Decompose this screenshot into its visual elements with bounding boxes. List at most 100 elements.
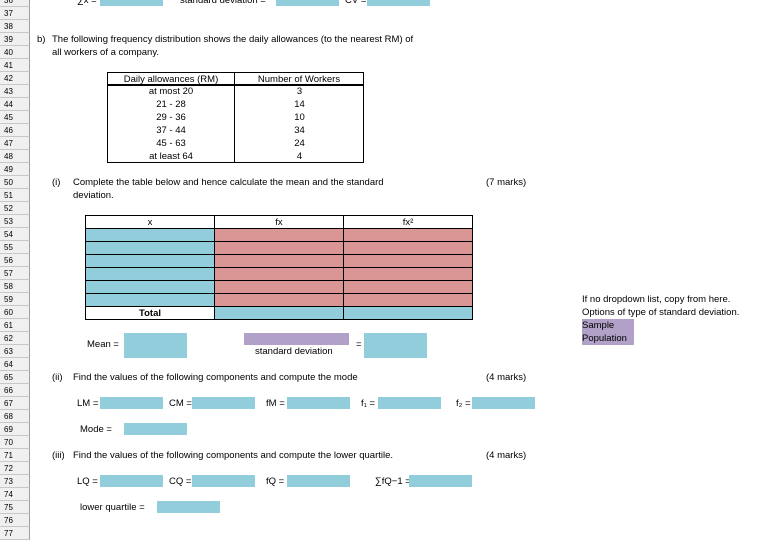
count-cell: 14	[294, 98, 305, 110]
input-cell[interactable]	[343, 253, 473, 268]
text: deviation.	[73, 189, 114, 201]
text: all workers of a company.	[52, 46, 160, 58]
cell[interactable]	[100, 0, 163, 6]
note: Options of type of standard deviation.	[582, 306, 740, 318]
input-cell[interactable]	[124, 422, 187, 435]
row-number: 36	[0, 0, 30, 7]
dropdown[interactable]	[244, 332, 349, 345]
row-number: 50	[0, 175, 30, 189]
label: Mode =	[80, 423, 112, 435]
marks: (4 marks)	[486, 449, 527, 461]
input-cell[interactable]	[85, 253, 215, 268]
input-cell[interactable]	[192, 474, 255, 487]
count-cell: 34	[294, 124, 305, 136]
row-number: 44	[0, 97, 30, 111]
input-cell[interactable]	[287, 474, 350, 487]
input-cell[interactable]	[214, 279, 344, 294]
input-cell[interactable]	[343, 305, 473, 320]
class-cell: 45 - 63	[156, 137, 186, 149]
row-number: 75	[0, 500, 30, 514]
input-cell[interactable]	[343, 266, 473, 281]
input-cell[interactable]	[343, 240, 473, 255]
input-cell[interactable]	[85, 227, 215, 242]
label: ∑x =	[77, 0, 97, 6]
input-cell[interactable]	[214, 305, 344, 320]
row-number: 77	[0, 526, 30, 540]
row-number: 46	[0, 123, 30, 137]
label: CQ =	[169, 475, 192, 487]
count-cell: 3	[296, 85, 303, 97]
row-number: 43	[0, 84, 30, 98]
row-number: 37	[0, 6, 30, 20]
input-cell[interactable]	[124, 332, 187, 358]
input-cell[interactable]	[214, 266, 344, 281]
input-cell[interactable]	[214, 240, 344, 255]
label: CM =	[169, 397, 192, 409]
input-cell[interactable]	[85, 266, 215, 281]
input-cell[interactable]	[343, 227, 473, 242]
table-header: fx²	[343, 214, 473, 229]
class-cell: 21 - 28	[156, 98, 186, 110]
input-cell[interactable]	[85, 279, 215, 294]
input-cell[interactable]	[364, 332, 427, 358]
input-cell[interactable]	[214, 253, 344, 268]
input-cell[interactable]	[409, 474, 472, 487]
count-cell: 4	[296, 150, 303, 162]
input-cell[interactable]	[343, 279, 473, 294]
row-number: 52	[0, 201, 30, 215]
row-number: 70	[0, 435, 30, 449]
row-number: 71	[0, 448, 30, 462]
label: f₂ =	[456, 397, 471, 409]
label: LQ =	[77, 475, 98, 487]
label: Mean =	[87, 338, 119, 350]
cell[interactable]	[367, 0, 430, 6]
row-number: 61	[0, 318, 30, 332]
marks: (4 marks)	[486, 371, 527, 383]
input-cell[interactable]	[192, 396, 255, 409]
table-header: x	[85, 214, 215, 229]
input-cell[interactable]	[214, 227, 344, 242]
cell[interactable]	[276, 0, 339, 6]
input-cell[interactable]	[378, 396, 441, 409]
input-cell[interactable]	[343, 292, 473, 307]
class-cell: at most 20	[148, 85, 194, 97]
label: ∑fQ−1 =	[375, 475, 411, 487]
row-number: 49	[0, 162, 30, 176]
row-number: 58	[0, 279, 30, 293]
label: standard deviation	[255, 345, 333, 357]
row-number: 76	[0, 513, 30, 527]
label: lower quartile =	[80, 501, 145, 513]
input-cell[interactable]	[472, 396, 535, 409]
row-number: 74	[0, 487, 30, 501]
row-number: 67	[0, 396, 30, 410]
row-number: 42	[0, 71, 30, 85]
label: LM =	[77, 397, 99, 409]
row-number: 65	[0, 370, 30, 384]
input-cell[interactable]	[214, 292, 344, 307]
row-number: 47	[0, 136, 30, 150]
row-number: 39	[0, 32, 30, 46]
count-cell: 24	[294, 137, 305, 149]
input-cell[interactable]	[85, 292, 215, 307]
class-cell: 29 - 36	[156, 111, 186, 123]
label: standard deviation =	[180, 0, 266, 6]
text: Complete the table below and hence calcu…	[73, 176, 384, 188]
table-body	[234, 84, 364, 163]
row-number: 56	[0, 253, 30, 267]
class-cell: at least 64	[149, 150, 193, 162]
label: =	[356, 338, 362, 350]
table-header: Daily allowances (RM)	[107, 71, 235, 85]
row-number: 66	[0, 383, 30, 397]
table-header: Number of Workers	[234, 71, 364, 85]
note: If no dropdown list, copy from here.	[582, 293, 731, 305]
option: Population	[582, 331, 634, 345]
input-cell[interactable]	[100, 474, 163, 487]
row-number: 38	[0, 19, 30, 33]
row-number: 40	[0, 45, 30, 59]
input-cell[interactable]	[157, 500, 220, 513]
input-cell[interactable]	[287, 396, 350, 409]
input-cell[interactable]	[85, 240, 215, 255]
text: The following frequency distribution sho…	[52, 33, 414, 45]
row-number: 68	[0, 409, 30, 423]
input-cell[interactable]	[100, 396, 163, 409]
